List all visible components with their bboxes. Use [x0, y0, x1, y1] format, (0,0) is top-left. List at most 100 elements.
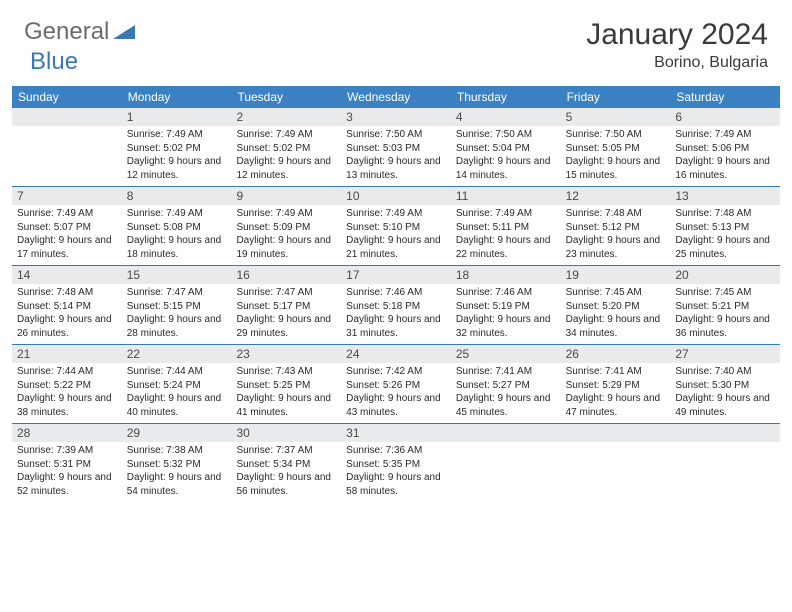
- daylight-text: Daylight: 9 hours and 52 minutes.: [17, 471, 117, 498]
- sunset-text: Sunset: 5:29 PM: [566, 379, 666, 393]
- sunset-text: Sunset: 5:02 PM: [127, 142, 227, 156]
- logo-text-blue: Blue: [30, 48, 78, 76]
- day-details: Sunrise: 7:49 AMSunset: 5:06 PMDaylight:…: [670, 126, 780, 186]
- daylight-text: Daylight: 9 hours and 28 minutes.: [127, 313, 227, 340]
- day-cell: 8 Sunrise: 7:49 AMSunset: 5:08 PMDaylight…: [122, 187, 232, 265]
- day-details: Sunrise: 7:40 AMSunset: 5:30 PMDaylight:…: [670, 363, 780, 423]
- sunrise-text: Sunrise: 7:41 AM: [456, 365, 556, 379]
- day-cell: 9Sunrise: 7:49 AMSunset: 5:09 PMDaylight…: [231, 187, 341, 265]
- sunset-text: Sunset: 5:26 PM: [346, 379, 446, 393]
- day-number: 31: [341, 424, 451, 442]
- sunrise-text: Sunrise: 7:49 AM: [236, 207, 336, 221]
- sunset-text: Sunset: 5:08 PM: [127, 221, 227, 235]
- sunset-text: Sunset: 5:22 PM: [17, 379, 117, 393]
- day-number: 23: [231, 345, 341, 363]
- sunrise-text: Sunrise: 7:40 AM: [675, 365, 775, 379]
- header: General January 2024 Borino, Bulgaria: [0, 0, 792, 80]
- sunrise-text: Sunrise: 7:49 AM: [17, 207, 117, 221]
- sunset-text: Sunset: 5:12 PM: [566, 221, 666, 235]
- day-details: Sunrise: 7:50 AMSunset: 5:03 PMDaylight:…: [341, 126, 451, 186]
- sunrise-text: Sunrise: 7:49 AM: [236, 128, 336, 142]
- day-details: Sunrise: 7:49 AMSunset: 5:11 PMDaylight:…: [451, 205, 561, 265]
- sunset-text: Sunset: 5:02 PM: [236, 142, 336, 156]
- weeks-container: 1Sunrise: 7:49 AMSunset: 5:02 PMDaylight…: [12, 108, 780, 502]
- daylight-text: Daylight: 9 hours and 17 minutes.: [17, 234, 117, 261]
- day-number: 28: [12, 424, 122, 442]
- day-number: 24: [341, 345, 451, 363]
- day-details: Sunrise: 7:45 AMSunset: 5:20 PMDaylight:…: [561, 284, 671, 344]
- day-cell: 22Sunrise: 7:44 AMSunset: 5:24 PMDayligh…: [122, 345, 232, 423]
- day-details: Sunrise: 7:41 AMSunset: 5:27 PMDaylight:…: [451, 363, 561, 423]
- sunset-text: Sunset: 5:24 PM: [127, 379, 227, 393]
- daylight-text: Daylight: 9 hours and 40 minutes.: [127, 392, 227, 419]
- day-details: Sunrise: 7:43 AMSunset: 5:25 PMDaylight:…: [231, 363, 341, 423]
- daylight-text: Daylight: 9 hours and 54 minutes.: [127, 471, 227, 498]
- sunrise-text: Sunrise: 7:46 AM: [346, 286, 446, 300]
- day-number: 15: [122, 266, 232, 284]
- day-cell: 15Sunrise: 7:47 AMSunset: 5:15 PMDayligh…: [122, 266, 232, 344]
- sunset-text: Sunset: 5:09 PM: [236, 221, 336, 235]
- sunset-text: Sunset: 5:03 PM: [346, 142, 446, 156]
- sunset-text: Sunset: 5:25 PM: [236, 379, 336, 393]
- daylight-text: Daylight: 9 hours and 16 minutes.: [675, 155, 775, 182]
- day-header: Wednesday: [341, 86, 451, 108]
- daylight-text: Daylight: 9 hours and 18 minutes.: [127, 234, 227, 261]
- day-details: Sunrise: 7:46 AMSunset: 5:19 PMDaylight:…: [451, 284, 561, 344]
- title-block: January 2024 Borino, Bulgaria: [586, 18, 768, 72]
- day-details: Sunrise: 7:37 AMSunset: 5:34 PMDaylight:…: [231, 442, 341, 502]
- day-cell: 27Sunrise: 7:40 AMSunset: 5:30 PMDayligh…: [670, 345, 780, 423]
- day-cell: 30Sunrise: 7:37 AMSunset: 5:34 PMDayligh…: [231, 424, 341, 502]
- day-details: Sunrise: 7:47 AMSunset: 5:15 PMDaylight:…: [122, 284, 232, 344]
- week-row: 21Sunrise: 7:44 AMSunset: 5:22 PMDayligh…: [12, 345, 780, 424]
- sunset-text: Sunset: 5:35 PM: [346, 458, 446, 472]
- day-header: Saturday: [670, 86, 780, 108]
- day-number: 8: [122, 187, 232, 205]
- day-cell: 24Sunrise: 7:42 AMSunset: 5:26 PMDayligh…: [341, 345, 451, 423]
- day-details: Sunrise: 7:38 AMSunset: 5:32 PMDaylight:…: [122, 442, 232, 502]
- daylight-text: Daylight: 9 hours and 56 minutes.: [236, 471, 336, 498]
- daylight-text: Daylight: 9 hours and 45 minutes.: [456, 392, 556, 419]
- day-cell: 3Sunrise: 7:50 AMSunset: 5:03 PMDaylight…: [341, 108, 451, 186]
- sunrise-text: Sunrise: 7:50 AM: [456, 128, 556, 142]
- day-number: 17: [341, 266, 451, 284]
- day-header: Thursday: [451, 86, 561, 108]
- sunrise-text: Sunrise: 7:49 AM: [127, 128, 227, 142]
- day-number: 3: [341, 108, 451, 126]
- day-cell: [670, 424, 780, 502]
- day-details: Sunrise: 7:49 AMSunset: 5:09 PMDaylight:…: [231, 205, 341, 265]
- sunrise-text: Sunrise: 7:44 AM: [17, 365, 117, 379]
- day-cell: 7Sunrise: 7:49 AMSunset: 5:07 PMDaylight…: [12, 187, 122, 265]
- week-row: 7Sunrise: 7:49 AMSunset: 5:07 PMDaylight…: [12, 187, 780, 266]
- sunrise-text: Sunrise: 7:47 AM: [236, 286, 336, 300]
- daylight-text: Daylight: 9 hours and 12 minutes.: [236, 155, 336, 182]
- sunset-text: Sunset: 5:19 PM: [456, 300, 556, 314]
- day-number: 25: [451, 345, 561, 363]
- day-cell: 16Sunrise: 7:47 AMSunset: 5:17 PMDayligh…: [231, 266, 341, 344]
- sunset-text: Sunset: 5:11 PM: [456, 221, 556, 235]
- sunrise-text: Sunrise: 7:49 AM: [127, 207, 227, 221]
- day-number: [12, 108, 122, 126]
- sunrise-text: Sunrise: 7:47 AM: [127, 286, 227, 300]
- week-row: 14Sunrise: 7:48 AMSunset: 5:14 PMDayligh…: [12, 266, 780, 345]
- day-cell: 20Sunrise: 7:45 AMSunset: 5:21 PMDayligh…: [670, 266, 780, 344]
- sunset-text: Sunset: 5:34 PM: [236, 458, 336, 472]
- day-details: Sunrise: 7:36 AMSunset: 5:35 PMDaylight:…: [341, 442, 451, 502]
- sunrise-text: Sunrise: 7:45 AM: [566, 286, 666, 300]
- sunrise-text: Sunrise: 7:43 AM: [236, 365, 336, 379]
- sunset-text: Sunset: 5:32 PM: [127, 458, 227, 472]
- week-row: 1Sunrise: 7:49 AMSunset: 5:02 PMDaylight…: [12, 108, 780, 187]
- day-details: Sunrise: 7:49 AMSunset: 5:02 PMDaylight:…: [122, 126, 232, 186]
- daylight-text: Daylight: 9 hours and 26 minutes.: [17, 313, 117, 340]
- day-number: 19: [561, 266, 671, 284]
- logo-triangle-icon: [113, 21, 135, 44]
- day-cell: 25Sunrise: 7:41 AMSunset: 5:27 PMDayligh…: [451, 345, 561, 423]
- daylight-text: Daylight: 9 hours and 58 minutes.: [346, 471, 446, 498]
- sunset-text: Sunset: 5:17 PM: [236, 300, 336, 314]
- daylight-text: Daylight: 9 hours and 25 minutes.: [675, 234, 775, 261]
- sunset-text: Sunset: 5:04 PM: [456, 142, 556, 156]
- day-details: Sunrise: 7:44 AMSunset: 5:22 PMDaylight:…: [12, 363, 122, 423]
- day-details: Sunrise: 7:48 AMSunset: 5:14 PMDaylight:…: [12, 284, 122, 344]
- sunset-text: Sunset: 5:10 PM: [346, 221, 446, 235]
- daylight-text: Daylight: 9 hours and 14 minutes.: [456, 155, 556, 182]
- week-row: 28Sunrise: 7:39 AMSunset: 5:31 PMDayligh…: [12, 424, 780, 502]
